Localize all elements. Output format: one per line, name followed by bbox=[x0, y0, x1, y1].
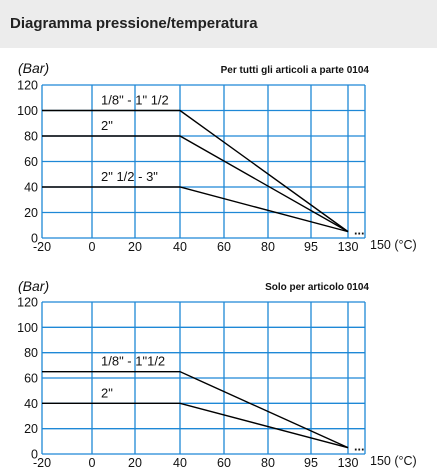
series-line bbox=[42, 135, 349, 233]
series-label: 1/8" - 1" 1/2 bbox=[101, 93, 169, 108]
y-tick-label: 100 bbox=[17, 321, 38, 335]
y-tick-label: 20 bbox=[24, 422, 38, 436]
y-tick-label: 60 bbox=[24, 372, 38, 386]
y-tick-label: 80 bbox=[24, 130, 38, 144]
x-axis-unit: 150 (°C) bbox=[370, 238, 417, 252]
series-label: 2" bbox=[101, 385, 113, 400]
x-tick-label: 80 bbox=[261, 240, 275, 254]
y-tick-label: 120 bbox=[17, 296, 38, 310]
y-tick-label: 20 bbox=[24, 206, 38, 220]
series-line bbox=[42, 370, 349, 449]
x-tick-label: 95 bbox=[304, 456, 318, 470]
series-label: 2" bbox=[101, 118, 113, 133]
x-tick-label: 80 bbox=[261, 456, 275, 470]
series-label: 2" 1/2 - 3" bbox=[101, 169, 158, 184]
y-tick-label: 40 bbox=[24, 397, 38, 411]
page-title: Diagramma pressione/temperatura bbox=[10, 15, 258, 32]
x-tick-label: 40 bbox=[173, 240, 187, 254]
x-tick-label: 0 bbox=[89, 240, 96, 254]
x-tick-label: 130 bbox=[338, 240, 359, 254]
x-axis-unit: 150 (°C) bbox=[370, 454, 417, 468]
y-axis-label: (Bar) bbox=[18, 60, 49, 76]
pressure-temperature-chart-general: (Bar) Per tutti gli articoli a parte 0104… bbox=[17, 60, 417, 254]
y-tick-label: 40 bbox=[24, 181, 38, 195]
y-tick-label: 60 bbox=[24, 155, 38, 169]
charts-area bbox=[0, 48, 437, 472]
trailing-dots: ... bbox=[354, 440, 364, 454]
series-line bbox=[42, 402, 349, 449]
page-header: Diagramma pressione/temperatura bbox=[0, 0, 437, 48]
x-tick-label: 20 bbox=[128, 456, 142, 470]
series-line bbox=[42, 186, 349, 233]
series-label: 1/8" - 1"1/2 bbox=[101, 354, 165, 369]
x-tick-label: 60 bbox=[217, 456, 231, 470]
y-tick-label: 0 bbox=[31, 232, 38, 246]
x-tick-label: 95 bbox=[304, 240, 318, 254]
chart-note: Per tutti gli articoli a parte 0104 bbox=[221, 65, 370, 76]
x-tick-label: -20 bbox=[33, 456, 51, 470]
y-tick-label: 0 bbox=[31, 448, 38, 462]
x-tick-label: 130 bbox=[338, 456, 359, 470]
x-tick-label: 20 bbox=[128, 240, 142, 254]
trailing-dots: ... bbox=[354, 224, 364, 238]
x-tick-label: 60 bbox=[217, 240, 231, 254]
y-tick-label: 100 bbox=[17, 104, 38, 118]
x-tick-label: 40 bbox=[173, 456, 187, 470]
series-line bbox=[42, 109, 349, 233]
y-tick-label: 80 bbox=[24, 346, 38, 360]
y-axis-label: (Bar) bbox=[18, 278, 49, 294]
x-tick-label: -20 bbox=[33, 240, 51, 254]
pressure-temperature-chart-0104: (Bar) Solo per articolo 0104 0 20 40 60 80 100 1… bbox=[17, 278, 417, 470]
x-tick-label: 0 bbox=[89, 456, 96, 470]
y-tick-label: 120 bbox=[17, 79, 38, 93]
chart-note: Solo per articolo 0104 bbox=[265, 282, 369, 293]
